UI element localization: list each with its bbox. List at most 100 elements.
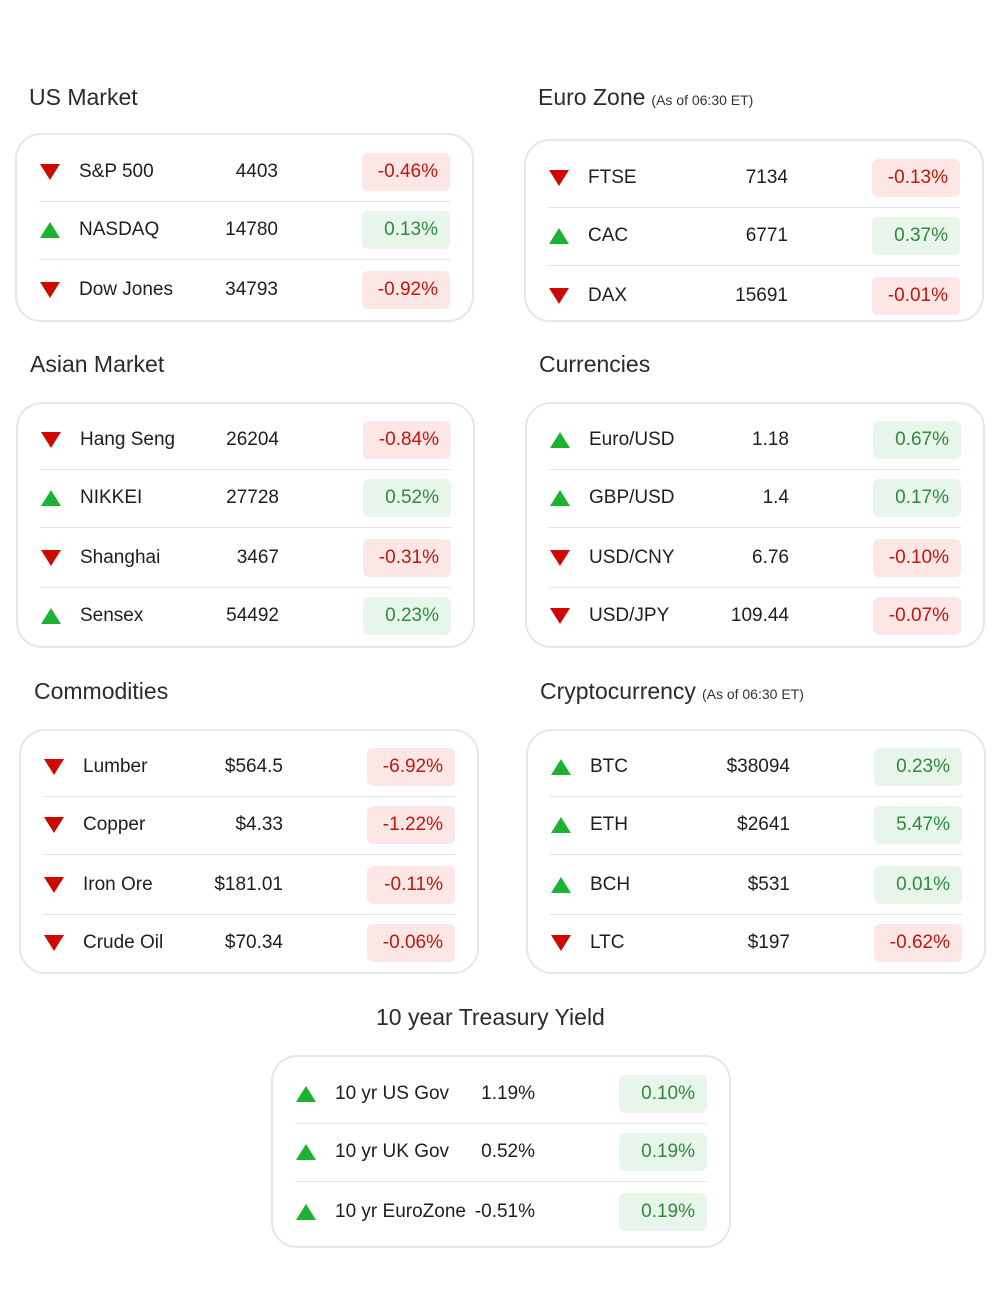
ticker-value: 3467 <box>236 547 279 568</box>
section-title-text: Euro Zone <box>538 84 646 110</box>
ticker-row[interactable]: Sensex 54492 0.23% <box>40 587 451 645</box>
ticker-row[interactable]: USD/JPY 109.44 -0.07% <box>549 587 961 645</box>
section-subtitle: (As of 06:30 ET) <box>701 686 804 702</box>
us-section-title: US Market <box>29 84 138 111</box>
ticker-name: USD/CNY <box>589 547 675 568</box>
triangle-up-icon <box>550 432 570 448</box>
ticker-value: 6.76 <box>752 547 789 568</box>
change-badge: -0.07% <box>873 597 961 635</box>
ticker-name: S&P 500 <box>79 161 154 182</box>
ticker-row[interactable]: 10 yr UK Gov 0.52% 0.19% <box>295 1123 707 1182</box>
ticker-row[interactable]: DAX 15691 -0.01% <box>548 267 960 325</box>
triangle-up-icon <box>296 1086 316 1102</box>
ticker-value: 6771 <box>745 225 788 246</box>
ticker-name: Lumber <box>83 756 148 777</box>
ticker-name: Sensex <box>80 605 144 626</box>
ticker-row[interactable]: Shanghai 3467 -0.31% <box>40 529 451 588</box>
row-list: Hang Seng 26204 -0.84% NIKKEI 27728 0.52% Shan… <box>40 404 451 646</box>
change-badge: -0.10% <box>873 539 961 577</box>
ticker-row[interactable]: 10 yr EuroZone -0.51% 0.19% <box>295 1183 707 1241</box>
ticker-row[interactable]: CAC 6771 0.37% <box>548 207 960 266</box>
ticker-row[interactable]: NIKKEI 27728 0.52% <box>40 469 451 528</box>
ticker-row[interactable]: BCH $531 0.01% <box>550 856 962 915</box>
ticker-value: 109.44 <box>730 605 789 626</box>
change-badge: -0.01% <box>872 277 960 315</box>
change-badge: -0.06% <box>367 924 455 962</box>
triangle-down-icon <box>549 170 569 186</box>
section-title-text: Asian Market <box>30 351 165 377</box>
asia-section-title: Asian Market <box>30 351 164 378</box>
ticker-value: 0.52% <box>481 1141 535 1162</box>
triangle-down-icon <box>44 817 64 833</box>
triangle-down-icon <box>40 164 60 180</box>
change-badge: 5.47% <box>874 806 962 844</box>
ticker-value: $2641 <box>737 814 790 835</box>
ticker-row[interactable]: ETH $2641 5.47% <box>550 796 962 855</box>
triangle-down-icon <box>44 759 64 775</box>
triangle-up-icon <box>41 490 61 506</box>
ticker-value: $564.5 <box>224 756 283 777</box>
ticker-value: 14780 <box>225 219 278 240</box>
ticker-value: $197 <box>747 932 790 953</box>
ticker-value: 1.19% <box>481 1083 535 1104</box>
change-badge: 0.52% <box>363 479 451 517</box>
crypto-card: BTC $38094 0.23% ETH $2641 5.47% BCH $531 0.01% L… <box>526 729 986 974</box>
ticker-row[interactable]: Dow Jones 34793 -0.92% <box>39 261 450 319</box>
ticker-value: $531 <box>747 874 790 895</box>
ticker-row[interactable]: BTC $38094 0.23% <box>550 738 962 797</box>
ticker-value: 34793 <box>225 279 278 300</box>
change-badge: 0.01% <box>874 866 962 904</box>
crypto-section-title: Cryptocurrency (As of 06:30 ET) <box>540 678 804 705</box>
ticker-name: Iron Ore <box>83 874 153 895</box>
ticker-name: Shanghai <box>80 547 161 568</box>
ticker-row[interactable]: S&P 500 4403 -0.46% <box>39 143 450 202</box>
ticker-name: FTSE <box>588 167 637 188</box>
ticker-row[interactable]: GBP/USD 1.4 0.17% <box>549 469 961 528</box>
triangle-up-icon <box>296 1204 316 1220</box>
change-badge: 0.19% <box>619 1133 707 1171</box>
ticker-value: $38094 <box>726 756 790 777</box>
ticker-row[interactable]: USD/CNY 6.76 -0.10% <box>549 529 961 588</box>
section-title-text: Currencies <box>539 351 651 377</box>
row-list: FTSE 7134 -0.13% CAC 6771 0.37% DAX 15691 -0.01% <box>548 141 960 320</box>
ticker-row[interactable]: Iron Ore $181.01 -0.11% <box>43 856 455 915</box>
ticker-name: LTC <box>590 932 625 953</box>
fx-card: Euro/USD 1.18 0.67% GBP/USD 1.4 0.17% USD/CNY 6… <box>525 402 985 648</box>
ticker-name: BCH <box>590 874 631 895</box>
ticker-value: $70.34 <box>224 932 283 953</box>
ticker-row[interactable]: 10 yr US Gov 1.19% 0.10% <box>295 1065 707 1124</box>
triangle-down-icon <box>551 935 571 951</box>
ticker-value: 54492 <box>226 605 279 626</box>
ticker-row[interactable]: Hang Seng 26204 -0.84% <box>40 411 451 470</box>
ticker-value: -0.51% <box>474 1201 535 1222</box>
treasury-section-title: 10 year Treasury Yield <box>376 1004 605 1031</box>
ticker-name: USD/JPY <box>589 605 670 626</box>
ticker-value: 1.4 <box>762 487 789 508</box>
ticker-name: GBP/USD <box>589 487 675 508</box>
ticker-value: 1.18 <box>752 429 789 450</box>
ticker-row[interactable]: Copper $4.33 -1.22% <box>43 796 455 855</box>
ticker-value: 26204 <box>226 429 279 450</box>
ticker-row[interactable]: Crude Oil $70.34 -0.06% <box>43 914 455 972</box>
ticker-row[interactable]: Euro/USD 1.18 0.67% <box>549 411 961 470</box>
change-badge: -0.31% <box>363 539 451 577</box>
change-badge: -0.84% <box>363 421 451 459</box>
commod-section-title: Commodities <box>34 678 168 705</box>
change-badge: 0.23% <box>363 597 451 635</box>
ticker-name: Dow Jones <box>79 279 173 300</box>
ticker-value: 4403 <box>235 161 278 182</box>
ticker-row[interactable]: NASDAQ 14780 0.13% <box>39 201 450 260</box>
ticker-name: Euro/USD <box>589 429 675 450</box>
section-title-text: 10 year Treasury Yield <box>376 1004 605 1030</box>
triangle-up-icon <box>551 877 571 893</box>
section-title-text: Commodities <box>34 678 169 704</box>
triangle-down-icon <box>44 935 64 951</box>
ticker-name: NASDAQ <box>79 219 160 240</box>
ticker-row[interactable]: FTSE 7134 -0.13% <box>548 149 960 208</box>
ticker-row[interactable]: LTC $197 -0.62% <box>550 914 962 972</box>
row-list: BTC $38094 0.23% ETH $2641 5.47% BCH $531 0.01% L… <box>550 731 962 972</box>
triangle-up-icon <box>551 817 571 833</box>
euro-section-title: Euro Zone (As of 06:30 ET) <box>538 84 753 111</box>
ticker-row[interactable]: Lumber $564.5 -6.92% <box>43 738 455 797</box>
triangle-down-icon <box>40 282 60 298</box>
